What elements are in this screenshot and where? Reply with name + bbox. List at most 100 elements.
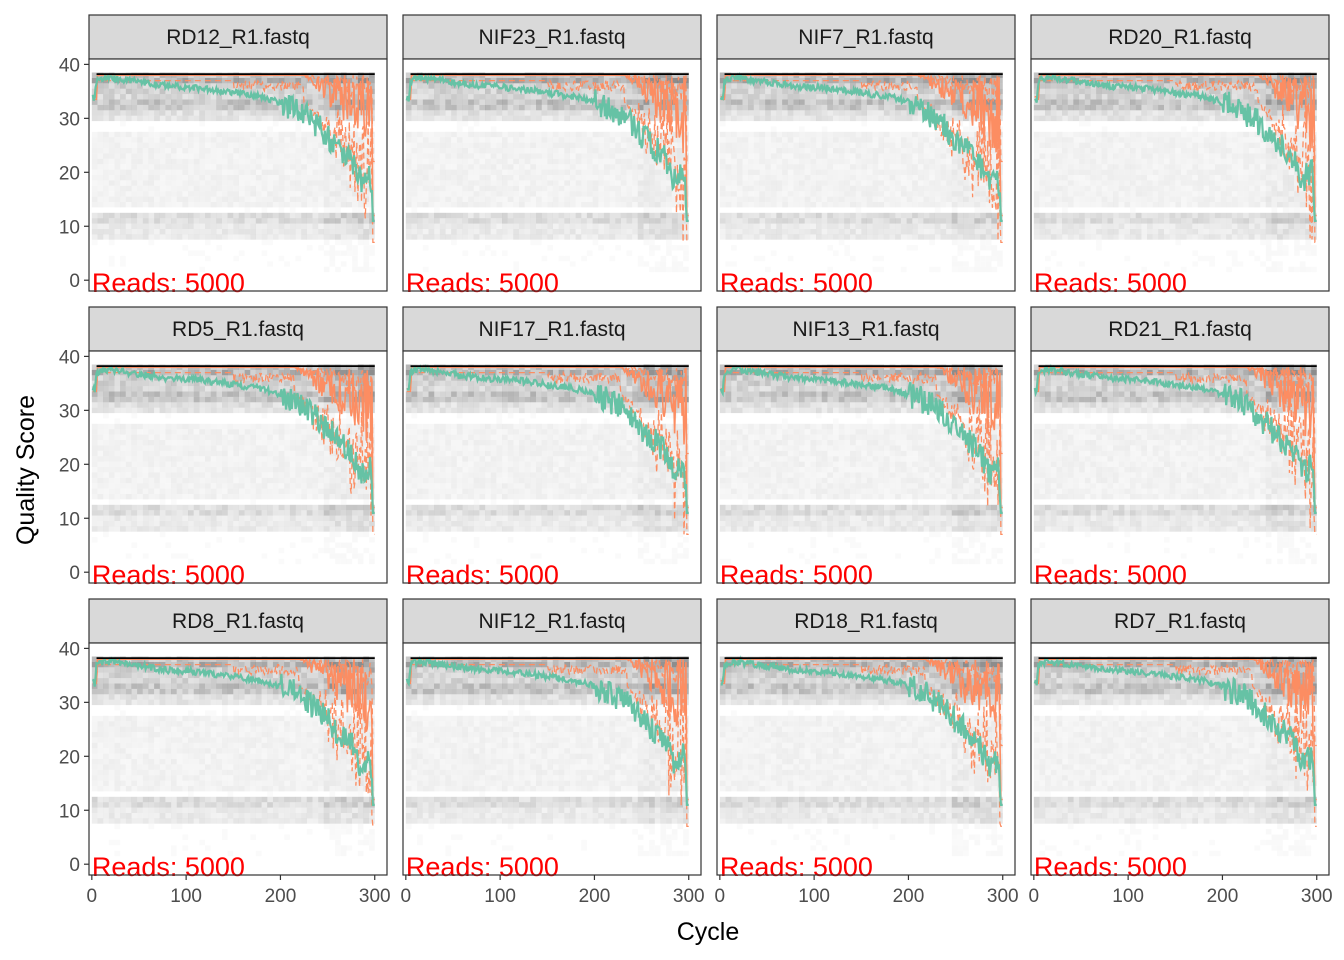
heatmap-cell — [890, 132, 896, 137]
heatmap-cell — [301, 143, 307, 148]
heatmap-cell — [553, 153, 559, 158]
heatmap-cell — [177, 116, 183, 121]
heatmap-cell — [177, 170, 183, 175]
heatmap-cell — [233, 180, 239, 185]
heatmap-cell — [672, 234, 678, 239]
heatmap-cell — [445, 218, 451, 223]
heatmap-cell — [581, 132, 587, 137]
heatmap-cell — [434, 202, 440, 207]
heatmap-cell — [1192, 224, 1198, 229]
heatmap-cell — [559, 213, 565, 218]
heatmap-cell — [120, 89, 126, 94]
heatmap-cell — [290, 186, 296, 191]
heatmap-cell — [165, 191, 171, 196]
heatmap-cell — [115, 137, 121, 142]
heatmap-cell — [290, 137, 296, 142]
heatmap-cell — [720, 110, 726, 115]
heatmap-cell — [273, 159, 279, 164]
heatmap-cell — [1096, 191, 1102, 196]
heatmap-cell — [318, 218, 324, 223]
heatmap-cell — [485, 132, 491, 137]
heatmap-cell — [296, 121, 302, 126]
heatmap-cell — [1107, 229, 1113, 234]
heatmap-cell — [301, 197, 307, 202]
heatmap-cell — [256, 153, 262, 158]
heatmap-cell — [98, 159, 104, 164]
heatmap-cell — [508, 213, 514, 218]
heatmap-cell — [417, 213, 423, 218]
heatmap-cell — [423, 105, 429, 110]
heatmap-cell — [867, 234, 873, 239]
heatmap-cell — [1204, 191, 1210, 196]
heatmap-cell — [519, 186, 525, 191]
heatmap-cell — [1141, 191, 1147, 196]
heatmap-cell — [604, 170, 610, 175]
heatmap-cell — [683, 234, 689, 239]
heatmap-cell — [946, 202, 952, 207]
heatmap-cell — [228, 186, 234, 191]
heatmap-cell — [279, 213, 285, 218]
heatmap-cell — [462, 143, 468, 148]
heatmap-cell — [1062, 191, 1068, 196]
heatmap-cell — [743, 229, 749, 234]
heatmap-cell — [222, 132, 228, 137]
heatmap-cell — [239, 110, 245, 115]
reads-count-label: Reads: 5000 — [406, 268, 559, 298]
heatmap-cell — [839, 170, 845, 175]
heatmap-cell — [284, 224, 290, 229]
heatmap-cell — [1141, 224, 1147, 229]
heatmap-cell — [296, 137, 302, 142]
heatmap-cell — [245, 207, 251, 212]
heatmap-cell — [576, 229, 582, 234]
heatmap-cell — [867, 105, 873, 110]
heatmap-cell — [844, 159, 850, 164]
heatmap-cell — [754, 105, 760, 110]
heatmap-cell — [468, 164, 474, 169]
heatmap-cell — [867, 148, 873, 153]
heatmap-cell — [330, 159, 336, 164]
heatmap-cell — [148, 132, 154, 137]
heatmap-cell — [103, 94, 109, 99]
heatmap-cell — [833, 191, 839, 196]
heatmap-cell — [754, 110, 760, 115]
heatmap-cell — [468, 105, 474, 110]
heatmap-cell — [1305, 251, 1311, 256]
heatmap-cell — [1283, 234, 1289, 239]
heatmap-cell — [918, 180, 924, 185]
heatmap-cell — [581, 116, 587, 121]
heatmap-cell — [199, 180, 205, 185]
heatmap-cell — [856, 83, 862, 88]
heatmap-cell — [109, 197, 115, 202]
heatmap-cell — [771, 164, 777, 169]
heatmap-cell — [1277, 234, 1283, 239]
heatmap-cell — [228, 191, 234, 196]
heatmap-cell — [126, 229, 132, 234]
heatmap-cell — [816, 224, 822, 229]
heatmap-cell — [559, 132, 565, 137]
heatmap-cell — [462, 164, 468, 169]
heatmap-cell — [182, 202, 188, 207]
heatmap-cell — [610, 164, 616, 169]
heatmap-cell — [98, 202, 104, 207]
heatmap-cell — [525, 202, 531, 207]
heatmap-cell — [1181, 229, 1187, 234]
heatmap-cell — [1034, 197, 1040, 202]
heatmap-cell — [929, 164, 935, 169]
heatmap-cell — [330, 164, 336, 169]
heatmap-cell — [205, 186, 211, 191]
heatmap-cell — [672, 218, 678, 223]
heatmap-cell — [788, 180, 794, 185]
heatmap-cell — [827, 197, 833, 202]
heatmap-cell — [148, 137, 154, 142]
heatmap-cell — [324, 175, 330, 180]
heatmap-cell — [615, 218, 621, 223]
heatmap-cell — [805, 105, 811, 110]
heatmap-cell — [199, 143, 205, 148]
heatmap-cell — [330, 153, 336, 158]
heatmap-cell — [324, 191, 330, 196]
heatmap-cell — [765, 229, 771, 234]
heatmap-cell — [406, 148, 412, 153]
heatmap-cell — [296, 94, 302, 99]
heatmap-cell — [307, 186, 313, 191]
heatmap-cell — [1045, 224, 1051, 229]
